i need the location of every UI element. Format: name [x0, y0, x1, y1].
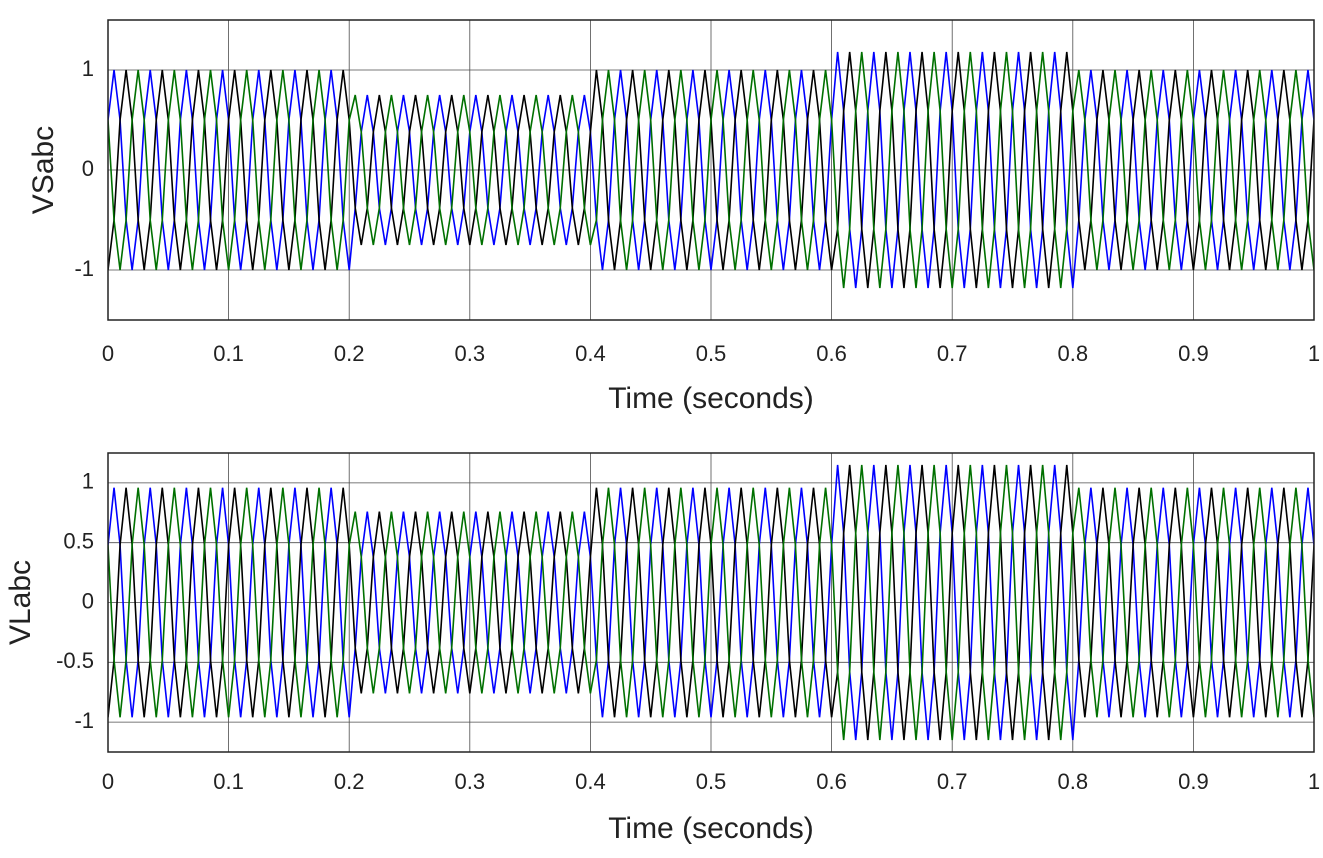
y-tick-label: 1	[82, 469, 94, 494]
y-tick-label: 0	[82, 156, 94, 181]
x-tick-label: 0.4	[575, 341, 606, 366]
x-tick-label: 0.5	[696, 341, 727, 366]
x-tick-label: 0.3	[455, 769, 486, 794]
x-tick-label: 0.2	[334, 341, 365, 366]
x-axis-label: Time (seconds)	[608, 382, 814, 415]
x-tick-label: 0.1	[213, 769, 244, 794]
x-tick-label: 0.3	[455, 341, 486, 366]
x-tick-label: 0.5	[696, 769, 727, 794]
subplot: 0 0.1 0.2 0.3 0.4 0.5 0.6 0.7 0.8 0.9 1 -1 -0.5 0 0.5 1…	[4, 452, 1320, 845]
x-axis-label: Time (seconds)	[608, 812, 814, 845]
plot-frame	[107, 452, 1315, 753]
x-tick-label: 0.4	[575, 769, 606, 794]
x-tick-label: 1	[1308, 769, 1320, 794]
series-group	[108, 51, 1314, 289]
x-tick-label: 0.7	[937, 341, 968, 366]
x-tick-label: 0.8	[1058, 769, 1089, 794]
y-tick-label: 0	[82, 588, 94, 613]
x-tick-label: 0.8	[1058, 341, 1089, 366]
x-tick-label: 0	[102, 769, 114, 794]
y-tick-label: -1	[74, 708, 94, 733]
y-tick-label: -0.5	[56, 648, 94, 673]
x-tick-label: 1	[1308, 341, 1320, 366]
y-tick-label: 1	[82, 56, 94, 81]
series-line	[108, 464, 1314, 741]
series-line	[108, 51, 1314, 289]
x-tick-label: 0.9	[1178, 341, 1209, 366]
y-axis-label: VSabc	[27, 126, 60, 214]
x-tick-label: 0.6	[816, 341, 847, 366]
x-tick-label: 0.1	[213, 341, 244, 366]
series-line	[108, 51, 1314, 289]
y-axis-label: VLabc	[4, 560, 37, 645]
x-tick-label: 0.6	[816, 769, 847, 794]
x-tick-label: 0.7	[937, 769, 968, 794]
y-tick-label: 0.5	[63, 529, 94, 554]
x-tick-label: 0.2	[334, 769, 365, 794]
series-group	[108, 464, 1314, 741]
y-tick-label: -1	[74, 256, 94, 281]
x-tick-label: 0.9	[1178, 769, 1209, 794]
series-line	[108, 464, 1314, 741]
plot-frame	[107, 19, 1315, 321]
x-tick-label: 0	[102, 341, 114, 366]
subplot: 0 0.1 0.2 0.3 0.4 0.5 0.6 0.7 0.8 0.9 1 -1 0 1 Time (s…	[27, 19, 1320, 415]
